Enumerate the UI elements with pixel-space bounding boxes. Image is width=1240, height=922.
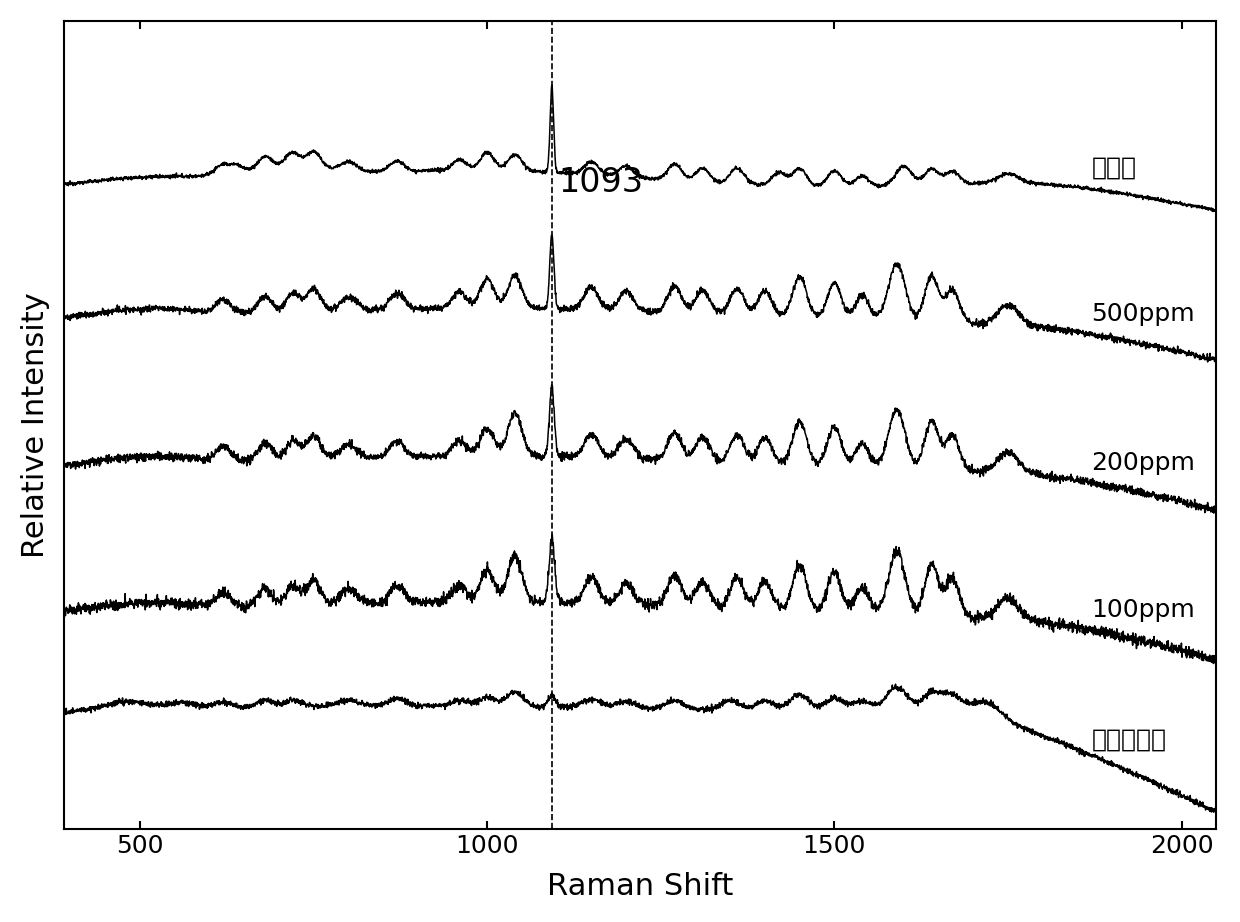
Text: 100ppm: 100ppm [1091,598,1195,622]
Text: 减肆茶空白: 减肆茶空白 [1091,728,1167,752]
Text: 200ppm: 200ppm [1091,451,1195,475]
Text: 标准品: 标准品 [1091,156,1136,180]
Text: 1093: 1093 [559,166,644,199]
Text: 500ppm: 500ppm [1091,301,1195,326]
Y-axis label: Relative Intensity: Relative Intensity [21,292,50,558]
X-axis label: Raman Shift: Raman Shift [547,872,733,901]
